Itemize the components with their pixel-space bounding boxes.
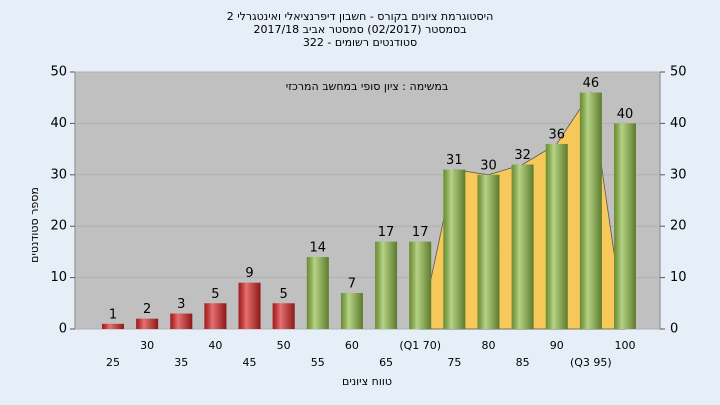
chart-title: היסטוגרמת ציונים בקורס - חשבון דיפרנציאל… <box>227 10 494 23</box>
y2-tick-label: 30 <box>670 167 687 182</box>
value-label: 31 <box>446 153 463 168</box>
x-tick-label: 80 <box>481 339 495 352</box>
value-label: 3 <box>177 297 185 312</box>
bar-shine <box>306 257 329 329</box>
y-tick-label: 40 <box>50 116 67 131</box>
value-label: 7 <box>348 277 356 292</box>
value-label: 5 <box>211 287 219 302</box>
y2-tick-label: 50 <box>670 65 687 80</box>
y-tick-label: 10 <box>50 270 67 285</box>
bar-shine <box>579 92 602 329</box>
bar-shine <box>409 241 432 329</box>
y-tick-label: 30 <box>50 167 67 182</box>
value-label: 36 <box>548 127 565 142</box>
bar-shine <box>102 323 124 329</box>
x-tick-label: (Q1 70) <box>399 339 441 352</box>
x-tick-label: 55 <box>311 356 325 369</box>
bar-shine <box>511 164 534 329</box>
bar-shine <box>477 174 500 329</box>
x-tick-label: 85 <box>516 356 530 369</box>
bar-shine <box>614 123 636 330</box>
y2-tick-label: 0 <box>670 322 678 337</box>
x-tick-label: 30 <box>140 339 154 352</box>
bar-shine <box>340 293 363 329</box>
bar-shine <box>238 282 261 329</box>
value-label: 5 <box>280 287 288 302</box>
value-label: 14 <box>310 241 327 256</box>
chart-subtitle: סטודנטים רשומים - 322 <box>303 36 417 49</box>
y2-tick-label: 40 <box>670 116 687 131</box>
bar-shine <box>272 303 295 329</box>
x-tick-label: 75 <box>447 356 461 369</box>
annotation: במשימה : ציון סופי במחשב המרכזי <box>286 80 449 93</box>
value-label: 40 <box>617 107 634 122</box>
y-axis-label: מספר סטודנטים <box>28 187 41 263</box>
x-tick-label: 60 <box>345 339 359 352</box>
y-tick-label: 50 <box>50 65 67 80</box>
x-tick-label: 100 <box>615 339 636 352</box>
value-label: 9 <box>245 266 253 281</box>
y2-tick-label: 20 <box>670 219 687 234</box>
value-label: 2 <box>143 302 151 317</box>
bar-shine <box>443 169 466 329</box>
x-tick-label: 65 <box>379 356 393 369</box>
x-tick-label: 90 <box>550 339 564 352</box>
x-tick-label: 50 <box>277 339 291 352</box>
value-label: 17 <box>378 225 395 240</box>
bar-shine <box>204 303 227 329</box>
bar-shine <box>545 143 568 329</box>
y-tick-label: 0 <box>59 322 67 337</box>
value-label: 30 <box>480 158 497 173</box>
x-tick-label: 40 <box>208 339 222 352</box>
value-label: 1 <box>109 307 117 322</box>
x-tick-label: 25 <box>106 356 120 369</box>
bar-shine <box>375 241 398 329</box>
x-tick-label: 35 <box>174 356 188 369</box>
value-label: 17 <box>412 225 429 240</box>
bar-shine <box>136 318 159 329</box>
x-tick-label: 45 <box>243 356 257 369</box>
y-tick-label: 20 <box>50 219 67 234</box>
value-label: 32 <box>514 148 531 163</box>
bar-shine <box>170 313 193 329</box>
y2-tick-label: 10 <box>670 270 687 285</box>
value-label: 46 <box>583 76 600 91</box>
x-axis-label: טווח ציונים <box>342 375 392 388</box>
chart-subtitle: בסמסטר (02/2017) סמסטר אביב 2017/18 <box>253 23 466 36</box>
x-tick-label: (Q3 95) <box>570 356 612 369</box>
